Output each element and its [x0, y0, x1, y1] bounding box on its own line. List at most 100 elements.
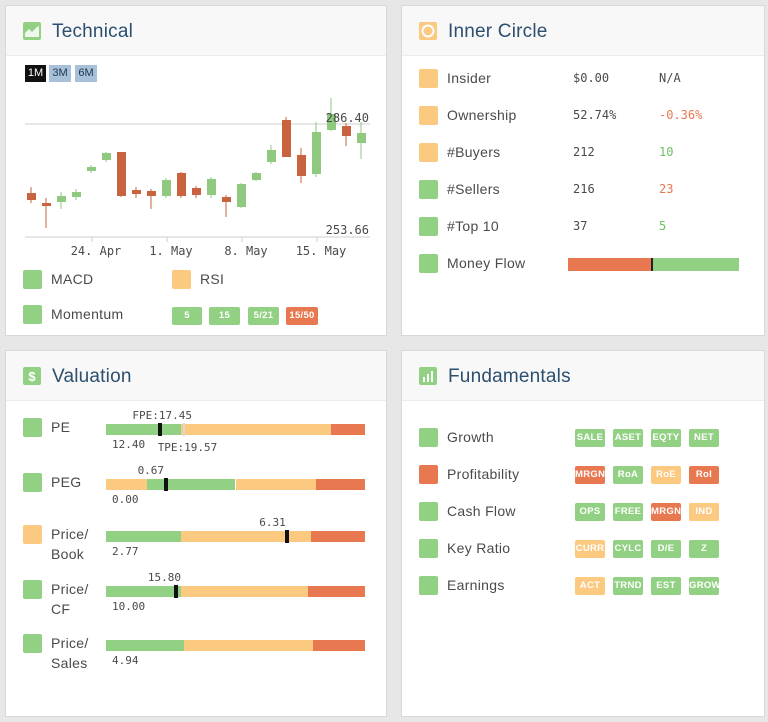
technical-header: Technical — [6, 6, 386, 56]
inner-circle-header: Inner Circle — [402, 6, 764, 56]
cash-flow-tag-ind[interactable]: IND — [689, 503, 719, 521]
candle-body — [147, 191, 156, 196]
price-sales-range-bar — [106, 640, 365, 651]
money-flow-label: Money Flow — [447, 255, 526, 271]
technical-panel: Technical 1M 3M 6M 286.40 253.66 24. Apr 1. M… — [5, 5, 387, 336]
key-ratio-tag-cylc[interactable]: CYLC — [613, 540, 643, 558]
earnings-indicator — [419, 576, 438, 595]
candle-body — [342, 126, 351, 136]
candle-body — [297, 155, 306, 176]
cash-flow-tag-ops[interactable]: OPS — [575, 503, 605, 521]
buyers-label: #Buyers — [447, 144, 501, 160]
price-sales-low-value: 4.94 — [112, 654, 139, 667]
earnings-tag-grow[interactable]: GROW — [689, 577, 721, 595]
valuation-title: Valuation — [52, 366, 132, 387]
key-ratio-label: Key Ratio — [447, 540, 511, 556]
cash-flow-tag-mrgn[interactable]: MRGN — [651, 503, 681, 521]
candle-body — [222, 197, 231, 202]
profitability-tag-roa[interactable]: RoA — [613, 466, 643, 484]
buyers-indicator — [419, 143, 438, 162]
candle-body — [57, 196, 66, 202]
range-segment — [331, 424, 365, 435]
insider-indicator — [419, 69, 438, 88]
growth-label: Growth — [447, 429, 494, 445]
earnings-tag-est[interactable]: EST — [651, 577, 681, 595]
candle-body — [207, 179, 216, 195]
price-book-label-line2: Book — [51, 546, 85, 562]
range-tab-1m[interactable]: 1M — [25, 65, 46, 82]
price-cf-low-value: 10.00 — [112, 600, 146, 613]
cash-flow-indicator — [419, 502, 438, 521]
pe-low-value: 12.40 — [112, 438, 146, 451]
momentum-tag-5-21[interactable]: 5/21 — [248, 307, 279, 325]
key-ratio-tag-z[interactable]: Z — [689, 540, 719, 558]
price-cf-label-line2: CF — [51, 601, 71, 617]
momentum-tag-15-50[interactable]: 15/50 — [286, 307, 318, 325]
price-cf-label: Price/ — [51, 581, 89, 597]
candle-body — [87, 167, 96, 171]
range-segment — [106, 531, 182, 542]
price-book-indicator — [23, 525, 42, 544]
macd-indicator — [23, 270, 42, 289]
range-segment — [106, 479, 148, 490]
money-flow-bar — [568, 258, 739, 271]
range-tab-6m[interactable]: 6M — [75, 65, 97, 82]
candle-body — [177, 173, 186, 196]
price-book-label: Price/ — [51, 526, 89, 542]
sellers-value: 216 — [573, 182, 595, 196]
chart-low-label: 253.66 — [326, 223, 369, 237]
insider-value: $0.00 — [573, 71, 610, 85]
svg-text:$: $ — [28, 369, 36, 384]
circle-icon — [419, 22, 437, 40]
peg-indicator — [23, 473, 42, 492]
cash-flow-tag-free[interactable]: FREE — [613, 503, 643, 521]
earnings-label: Earnings — [447, 577, 505, 593]
key-ratio-tag-curr[interactable]: CURR — [575, 540, 605, 558]
candle-body — [27, 193, 36, 200]
momentum-label: Momentum — [51, 306, 124, 322]
price-sales-label-line2: Sales — [51, 655, 88, 671]
peg-range-bar — [106, 478, 365, 491]
rsi-indicator — [172, 270, 191, 289]
candle-body — [282, 120, 291, 157]
price-sales-label: Price/ — [51, 635, 89, 651]
price-book-marker — [285, 530, 290, 543]
pe-marker — [158, 423, 163, 436]
range-segment — [106, 640, 184, 651]
x-tick-label: 24. Apr — [71, 244, 122, 258]
momentum-tag-15[interactable]: 15 — [209, 307, 240, 325]
buyers-change: 10 — [659, 145, 674, 159]
candlestick-chart[interactable]: 286.40 253.66 24. Apr 1. May 8. May 15. May — [6, 6, 388, 266]
ownership-label: Ownership — [447, 107, 517, 123]
candle-body — [117, 152, 126, 196]
growth-indicator — [419, 428, 438, 447]
profitability-tag-roe[interactable]: RoE — [651, 466, 681, 484]
growth-tag-sale[interactable]: SALE — [575, 429, 605, 447]
sellers-indicator — [419, 180, 438, 199]
sellers-label: #Sellers — [447, 181, 500, 197]
profitability-tag-mrgn[interactable]: MRGN — [575, 466, 605, 484]
inner-circle-panel: Inner Circle Insider $0.00 N/A Ownership 52.… — [401, 5, 765, 336]
profitability-tag-roi[interactable]: RoI — [689, 466, 719, 484]
ownership-indicator — [419, 106, 438, 125]
growth-tag-eqty[interactable]: EQTY — [651, 429, 681, 447]
peg-label: PEG — [51, 474, 82, 490]
ownership-value: 52.74% — [573, 108, 617, 122]
x-tick-label: 8. May — [224, 244, 267, 258]
x-tick-label: 1. May — [149, 244, 192, 258]
momentum-tag-5[interactable]: 5 — [172, 307, 202, 325]
growth-tag-aset[interactable]: ASET — [613, 429, 643, 447]
candle-body — [72, 192, 81, 197]
top-10-indicator — [419, 217, 438, 236]
top-10-value: 37 — [573, 219, 588, 233]
range-tab-3m[interactable]: 3M — [49, 65, 71, 82]
peg-low-value: 0.00 — [112, 493, 139, 506]
money-flow-indicator — [419, 254, 438, 273]
earnings-tag-trnd[interactable]: TRND — [613, 577, 643, 595]
fundamentals-title: Fundamentals — [448, 366, 571, 387]
key-ratio-tag-de[interactable]: D/E — [651, 540, 681, 558]
money-flow-buy — [651, 258, 739, 271]
growth-tag-net[interactable]: NET — [689, 429, 719, 447]
candle-body — [252, 173, 261, 180]
earnings-tag-act[interactable]: ACT — [575, 577, 605, 595]
